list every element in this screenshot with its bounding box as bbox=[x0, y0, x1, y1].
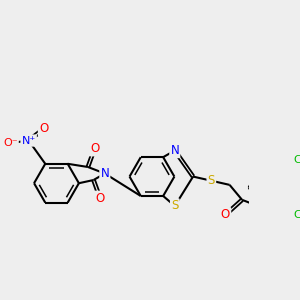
Text: O: O bbox=[221, 208, 230, 221]
Text: S: S bbox=[171, 200, 178, 212]
Text: O⁻: O⁻ bbox=[3, 138, 18, 148]
Text: Cl: Cl bbox=[293, 154, 300, 165]
Text: S: S bbox=[208, 174, 215, 187]
Text: N⁺: N⁺ bbox=[22, 136, 36, 146]
Text: O: O bbox=[90, 142, 99, 155]
Text: O: O bbox=[95, 192, 105, 205]
Text: N: N bbox=[100, 167, 109, 180]
Text: Cl: Cl bbox=[293, 210, 300, 220]
Text: N: N bbox=[170, 144, 179, 157]
Text: O: O bbox=[39, 122, 48, 135]
